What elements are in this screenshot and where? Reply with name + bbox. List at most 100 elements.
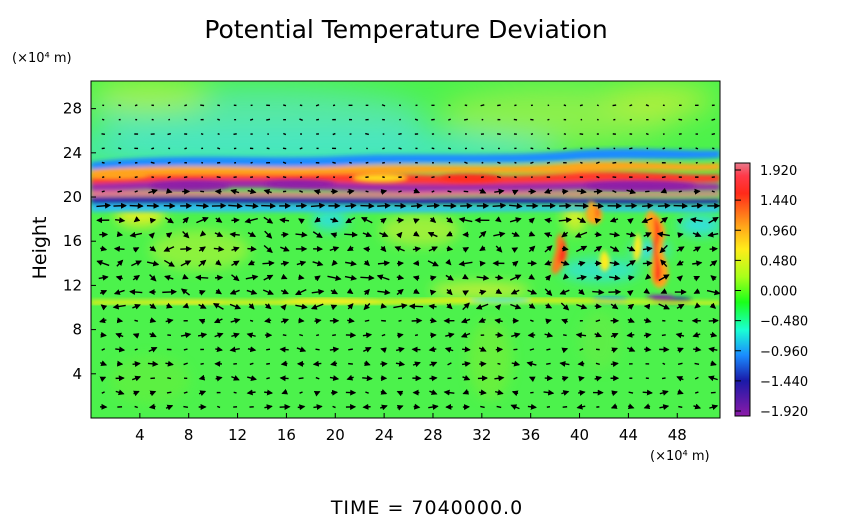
wind-vector: [530, 133, 534, 136]
wind-vector: [642, 202, 654, 209]
wind-vector: [446, 230, 453, 237]
wind-vector: [546, 147, 550, 150]
wind-vector: [479, 289, 487, 296]
wind-vector: [658, 303, 670, 310]
wind-vector: [627, 218, 634, 225]
wind-vector: [134, 104, 138, 107]
wind-vector: [365, 391, 369, 394]
time-label: TIME = 7040000.0: [330, 497, 523, 519]
wind-vector: [184, 118, 188, 121]
wind-vector: [641, 217, 653, 224]
wind-vector: [299, 118, 303, 121]
wind-vector: [627, 403, 635, 410]
wind-vector: [530, 319, 534, 322]
wind-vector: [296, 260, 307, 267]
wind-vector: [562, 273, 570, 280]
wind-vector: [312, 360, 322, 367]
wind-vector: [213, 245, 225, 252]
wind-vector: [413, 218, 420, 224]
wind-vector: [315, 348, 320, 351]
wind-vector: [510, 288, 520, 295]
wind-vector: [544, 288, 553, 296]
wind-vector: [563, 147, 567, 150]
wind-vector: [246, 289, 258, 295]
wind-vector: [577, 360, 585, 367]
wind-vector: [547, 133, 550, 135]
wind-vector: [479, 260, 486, 267]
wind-vector: [561, 245, 569, 252]
wind-vector: [345, 260, 357, 267]
wind-vector: [134, 405, 138, 409]
wind-vector: [360, 274, 375, 281]
y-axis-unit-label: (×10⁴ m): [12, 51, 72, 66]
wind-vector: [481, 118, 484, 121]
wind-vector: [446, 288, 453, 296]
wind-vector: [678, 190, 682, 193]
colorbar-tick-label: −1.920: [760, 405, 808, 420]
wind-vector: [382, 161, 385, 164]
wind-vector: [493, 231, 506, 238]
wind-vector: [575, 332, 587, 339]
wind-vector: [245, 202, 259, 209]
wind-vector: [294, 288, 307, 296]
wind-vector: [656, 231, 670, 238]
wind-vector: [99, 317, 107, 324]
wind-vector: [462, 302, 470, 311]
wind-vector: [329, 246, 340, 252]
wind-vector: [314, 318, 322, 325]
wind-vector: [377, 289, 391, 296]
wind-vector: [695, 161, 698, 164]
wind-vector: [595, 362, 600, 366]
wind-vector: [494, 188, 505, 195]
wind-vector: [362, 375, 373, 382]
wind-vector: [182, 216, 189, 224]
wind-vector: [546, 348, 551, 351]
wind-vector: [182, 230, 190, 239]
wind-vector: [101, 391, 105, 394]
wind-vector: [100, 331, 107, 338]
wind-vector: [195, 274, 209, 281]
wind-vector: [184, 147, 188, 150]
wind-vector: [610, 361, 619, 368]
wind-vector: [709, 404, 719, 411]
wind-vector: [429, 216, 437, 223]
x-tick-label: 12: [228, 426, 247, 444]
wind-vector: [530, 118, 534, 121]
wind-vector: [626, 188, 637, 195]
wind-vector: [578, 375, 585, 382]
wind-vector: [430, 275, 437, 282]
wind-vector: [215, 346, 223, 353]
wind-vector: [544, 217, 552, 224]
wind-vector: [677, 232, 684, 239]
colorbar-tick-label: 0.960: [760, 224, 797, 239]
wind-vector: [462, 273, 469, 280]
wind-vector: [511, 247, 519, 253]
wind-vector: [100, 360, 108, 366]
wind-vector: [167, 161, 171, 164]
wind-vector: [461, 361, 471, 367]
wind-vector: [497, 161, 501, 164]
wind-vector: [558, 217, 572, 224]
wind-vector: [148, 188, 158, 195]
x-tick-label: 36: [521, 426, 540, 444]
wind-vector: [396, 288, 404, 296]
wind-vector: [592, 289, 605, 296]
wind-vector: [431, 190, 435, 193]
wind-vector: [510, 303, 522, 310]
wind-vector: [182, 302, 190, 309]
wind-vector: [345, 217, 356, 224]
wind-vector: [149, 303, 157, 309]
wind-vector: [314, 216, 321, 223]
wind-vector: [313, 189, 321, 195]
wind-vector: [579, 348, 584, 351]
wind-vector: [262, 260, 275, 267]
wind-vector: [280, 304, 287, 311]
wind-vector: [627, 275, 635, 282]
wind-vector: [594, 217, 602, 224]
wind-vector: [264, 389, 274, 396]
wind-vector: [577, 217, 587, 223]
wind-vector: [196, 202, 210, 209]
wind-vector: [494, 318, 503, 324]
wind-vector: [134, 348, 138, 351]
